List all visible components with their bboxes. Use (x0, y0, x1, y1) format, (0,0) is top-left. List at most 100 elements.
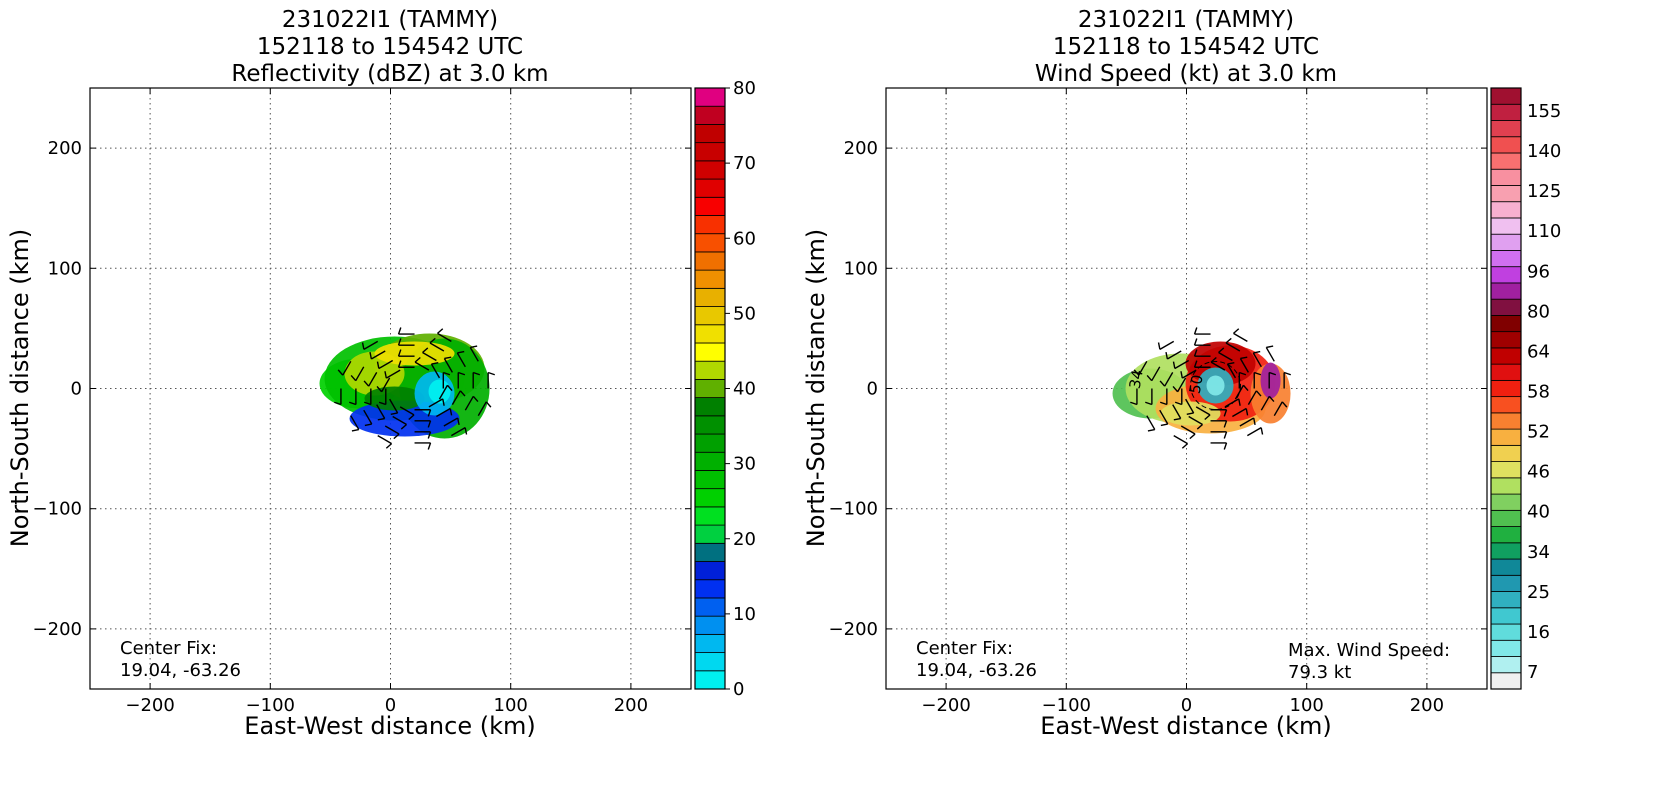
reflectivity-title-line-3: Reflectivity (dBZ) at 3.0 km (231, 61, 548, 87)
y-tick-label: 0 (71, 379, 82, 400)
wind-barb-feather (464, 427, 468, 435)
y-tick-label: 200 (844, 138, 878, 159)
wind-barb-feather (384, 371, 387, 379)
wind-barb-feather (414, 356, 421, 363)
reflectivity-echo (428, 379, 451, 404)
wind-barb-feather (437, 328, 444, 334)
colorbar-cell (1490, 103, 1522, 121)
wind-barb-feather (457, 350, 465, 354)
y-tick-label: −200 (829, 619, 878, 640)
wind-barb (1265, 347, 1275, 362)
colorbar-cell (694, 215, 726, 235)
wind-barb (422, 351, 437, 362)
wind-barb (1174, 359, 1190, 370)
wind-barb (1195, 406, 1211, 416)
wind-barb (443, 417, 459, 427)
wind-barb-feather (337, 369, 344, 376)
y-tick-label: −200 (33, 619, 82, 640)
colorbar-cell (694, 160, 726, 180)
wind-barb (428, 398, 444, 408)
colorbar-cell (1490, 363, 1522, 381)
wind-barb-feather (1196, 423, 1204, 430)
colorbar-cell (694, 105, 726, 125)
colorbar-cell (1490, 526, 1522, 544)
colorbar-cell (694, 670, 726, 690)
max-wind-speed-value: 79.3 kt (1288, 662, 1351, 683)
wind-barb-feather (1242, 384, 1249, 392)
wind-speed-colorbar: 7 16 25 34 40 46 52 58 64 80 96 110 125 140 155 (1490, 87, 1561, 690)
reflectivity-echo (364, 386, 425, 411)
wind-barb (1224, 398, 1240, 408)
wind-speed-echo (1206, 375, 1225, 396)
wind-barb-feather (377, 417, 385, 421)
wind-barb-feather (1266, 345, 1274, 349)
x-tick-label: −100 (246, 695, 295, 716)
wind-barb (437, 332, 452, 342)
wind-barb-feather (1210, 356, 1217, 363)
colorbar-cell (1490, 607, 1522, 625)
wind-barb-feather (1181, 443, 1189, 449)
wind-barb-feather (446, 384, 453, 392)
colorbar-cell (1490, 298, 1522, 316)
wind-barb (469, 347, 479, 362)
colorbar-tick-label: 60 (733, 228, 756, 249)
wind-speed-axis-ticks: −200 −100 0 100 200 −200 −100 0 100 200 (829, 88, 1487, 716)
y-tick-label: 100 (48, 258, 82, 279)
wind-barb (1260, 395, 1270, 411)
colorbar-cell (694, 360, 726, 380)
wind-barb-feather (408, 414, 415, 421)
y-tick-label: 200 (48, 138, 82, 159)
reflectivity-y-axis-label: North-South distance (km) (6, 229, 34, 548)
wind-barb-feather (1260, 427, 1264, 435)
wind-barb (1246, 427, 1262, 437)
colorbar-cell (1490, 152, 1522, 170)
colorbar-tick-label: 96 (1527, 261, 1550, 282)
wind-barb (1167, 350, 1182, 360)
reflectivity-x-axis-label: East-West distance (km) (244, 712, 535, 740)
reflectivity-center-fix-label: Center Fix: (120, 638, 217, 659)
wind-barb-feather (449, 408, 453, 416)
wind-barb (371, 350, 386, 360)
reflectivity-center-fix-value: 19.04, -63.26 (120, 660, 241, 681)
wind-barb-feather (1253, 350, 1261, 354)
wind-barb-feather (1268, 395, 1275, 403)
wind-speed-center-fix-value: 19.04, -63.26 (916, 660, 1037, 681)
colorbar-cell (694, 87, 726, 107)
colorbar-tick-label: 40 (733, 379, 756, 400)
wind-speed-panel: 231022I1 (TAMMY) 152118 to 154542 UTC Wi… (802, 7, 1561, 740)
colorbar-tick-label: 7 (1527, 662, 1538, 683)
wind-barb-feather (1172, 385, 1179, 393)
wind-speed-title-line-1: 231022I1 (TAMMY) (1078, 7, 1294, 33)
wind-barb (1185, 398, 1195, 414)
colorbar-cell (1490, 412, 1522, 430)
wind-barb-feather (1223, 442, 1228, 450)
wind-barb (436, 407, 451, 418)
wind-barb (1226, 363, 1237, 379)
wind-barb-feather (385, 443, 393, 449)
colorbar-cell (1490, 201, 1522, 219)
x-tick-label: −100 (1042, 695, 1091, 716)
colorbar-tick-label: 40 (1527, 502, 1550, 523)
wind-barb-feather (363, 401, 372, 406)
wind-barb-feather (458, 371, 466, 376)
colorbar-tick-label: 80 (733, 78, 756, 99)
wind-barb-feather (1157, 342, 1161, 350)
wind-barb-feather (1225, 337, 1232, 344)
y-tick-label: −100 (829, 499, 878, 520)
wind-barb (450, 427, 466, 437)
colorbar-cell (1490, 266, 1522, 284)
max-wind-speed-label: Max. Wind Speed: (1288, 640, 1450, 661)
colorbar-cell (694, 415, 726, 435)
wind-barb (350, 415, 360, 430)
wind-barb-feather (1145, 401, 1153, 406)
reflectivity-colorbar: 0 10 20 30 40 50 60 70 80 (694, 78, 756, 700)
wind-barb-feather (1204, 414, 1211, 421)
colorbar-cell (694, 652, 726, 672)
wind-barb-feather (1281, 401, 1288, 408)
reflectivity-title-line-2: 152118 to 154542 UTC (257, 34, 523, 60)
wind-barb (1164, 372, 1174, 387)
colorbar-cell (1490, 331, 1522, 349)
colorbar-tick-label: 16 (1527, 622, 1550, 643)
wind-barb-feather (397, 360, 402, 368)
wind-barb (1218, 351, 1233, 362)
